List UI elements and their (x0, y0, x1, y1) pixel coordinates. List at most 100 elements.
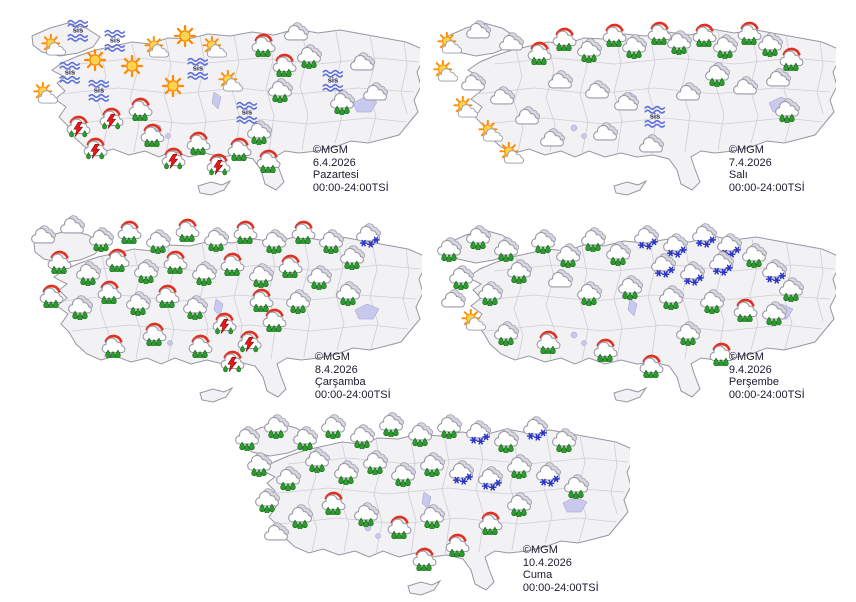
weather-icon-shower (174, 216, 200, 242)
weather-icon-cloud (675, 81, 701, 107)
weather-icon-snow (448, 459, 474, 485)
weather-icon-shower (219, 250, 245, 276)
weather-icon-cloud (440, 288, 466, 314)
weather-icon-shower (290, 218, 316, 244)
weather-icon-tstorm (219, 348, 245, 374)
copyright-label: ©MGM (728, 351, 764, 363)
forecast-map-persembe: ©MGM 9.4.2026 Perşembe 00:00-24:00TSİ (424, 213, 836, 413)
weather-icon-rain (246, 451, 272, 477)
weather-icon-cloud (547, 268, 573, 294)
weather-icon-rain (261, 228, 287, 254)
weather-icon-rain (378, 411, 404, 437)
weather-icon-shower (551, 25, 577, 51)
copyright-label: ©MGM (314, 351, 350, 363)
weather-icon-fog (642, 103, 668, 129)
map-label: ©MGM 9.4.2026 Perşembe 00:00-24:00TSİ (729, 351, 805, 401)
weather-icon-rain (182, 294, 208, 320)
weather-icon-cloud (613, 91, 639, 117)
date-label: 9.4.2026 (728, 363, 772, 376)
weather-icon-rain (67, 294, 93, 320)
weather-icon-rain (666, 29, 692, 55)
weather-icon-cloud (362, 81, 388, 107)
weather-icon-rain (191, 260, 217, 286)
weather-icon-rain (712, 33, 738, 59)
weather-icon-shower (100, 332, 126, 358)
weather-icon-rain (306, 264, 332, 290)
weather-icon-snow (477, 465, 503, 491)
weather-icon-sun (172, 23, 198, 49)
weather-icon-snow (650, 252, 676, 278)
weather-icon-sun-cloud (452, 95, 478, 121)
weather-icon-rain (353, 501, 379, 527)
weather-icon-shower (271, 51, 297, 77)
weather-icon-shower (248, 286, 274, 312)
weather-icon-rain (778, 276, 804, 302)
weather-icon-rain (621, 33, 647, 59)
weather-icon-cloud (489, 85, 515, 111)
weather-icon-shower (162, 248, 188, 274)
weather-icon-tstorm (82, 135, 108, 161)
weather-icon-cloud (30, 224, 56, 250)
weather-icon-rain (254, 487, 280, 513)
weather-icon-sun-cloud (432, 59, 458, 85)
weather-icon-rain (580, 226, 606, 252)
weather-icon-rain (419, 451, 445, 477)
hours-label: 00:00-24:00TSİ (312, 181, 389, 194)
weather-icon-rain (704, 61, 730, 87)
weather-icon-shower (277, 252, 303, 278)
weather-icon-rain (263, 413, 289, 439)
forecast-map-carsamba: ©MGM 8.4.2026 Çarşamba 00:00-24:00TSİ (10, 213, 422, 413)
weather-icon-shower (187, 332, 213, 358)
weather-icon-cloud (59, 214, 85, 240)
weather-icon-cloud (732, 75, 758, 101)
weather-icon-snow (691, 222, 717, 248)
day-label: Çarşamba (314, 376, 366, 388)
weather-icon-rain (335, 280, 361, 306)
weather-icon-shower (116, 218, 142, 244)
weather-icon-shower (154, 282, 180, 308)
weather-icon-tstorm (98, 105, 124, 131)
weather-icon-sun-cloud (40, 33, 66, 59)
map-label: ©MGM 10.4.2026 Cuma 00:00-24:00TSİ (523, 544, 599, 594)
weather-icon-rain (320, 413, 346, 439)
weather-icon-rain (530, 228, 556, 254)
hours-label: 00:00-24:00TSİ (728, 181, 805, 194)
weather-icon-shower (320, 489, 346, 515)
weather-icon-rain (203, 226, 229, 252)
weather-icon-tstorm (160, 145, 186, 171)
weather-icon-rain (339, 244, 365, 270)
weather-icon-rain (761, 300, 787, 326)
weather-icon-rain (267, 77, 293, 103)
copyright-label: ©MGM (522, 544, 558, 556)
weather-icon-cloud (465, 19, 491, 45)
forecast-map-sali: ©MGM 7.4.2026 Salı 00:00-24:00TSİ (424, 6, 836, 206)
weather-icon-shower (96, 278, 122, 304)
map-label: ©MGM 8.4.2026 Çarşamba 00:00-24:00TSİ (315, 351, 391, 401)
weather-icon-rain (506, 453, 532, 479)
copyright-label: ©MGM (312, 144, 348, 156)
weather-icon-rain (493, 320, 519, 346)
weather-icon-rain (349, 423, 375, 449)
weather-icon-shower (255, 147, 281, 173)
weather-icon-cloud (514, 105, 540, 131)
weather-icon-rain (563, 473, 589, 499)
weather-icon-cloud (349, 51, 375, 77)
weather-icon-rain (436, 413, 462, 439)
weather-icon-shower (638, 352, 664, 378)
weather-icon-rain (465, 224, 491, 250)
map-label: ©MGM 6.4.2026 Pazartesi 00:00-24:00TSİ (313, 144, 389, 194)
weather-icon-rain (617, 274, 643, 300)
weather-icon-shower (127, 95, 153, 121)
weather-icon-rain (419, 503, 445, 529)
weather-icon-fog (185, 55, 211, 81)
weather-icon-cloud (592, 121, 618, 147)
weather-icon-rain (390, 461, 416, 487)
weather-icon-rain (477, 280, 503, 306)
date-label: 8.4.2026 (314, 363, 358, 376)
forecast-map-cuma: ©MGM 10.4.2026 Cuma 00:00-24:00TSİ (218, 406, 630, 602)
weather-icon-rain (329, 89, 355, 115)
date-label: 7.4.2026 (728, 156, 772, 169)
weather-icon-rain (362, 449, 388, 475)
day-label: Pazartesi (312, 169, 359, 181)
